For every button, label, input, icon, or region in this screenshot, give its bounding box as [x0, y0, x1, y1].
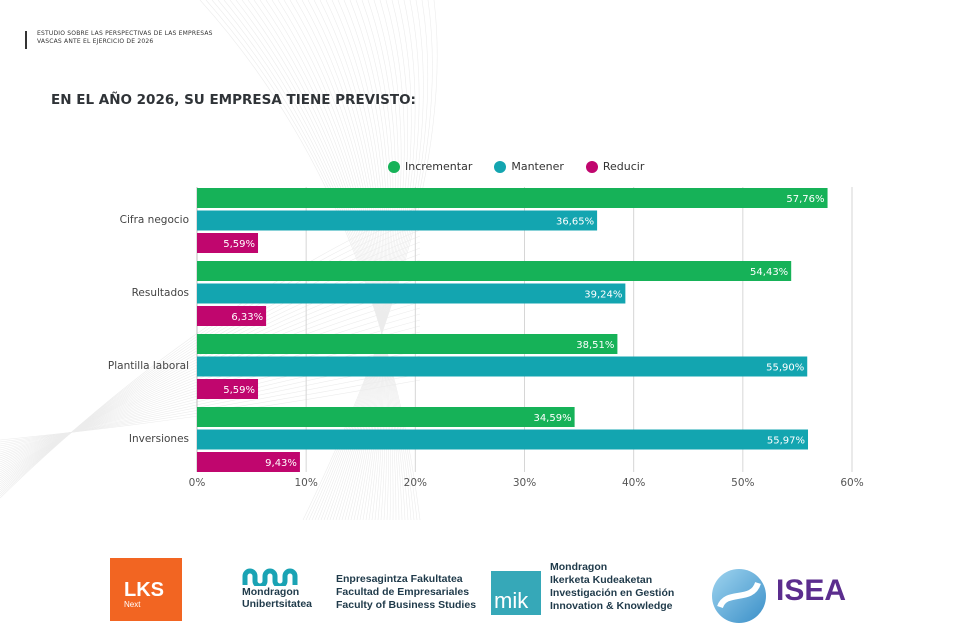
- bar-reducir: [197, 379, 259, 399]
- report-subtitle-line2: VASCAS ANTE EL EJERCICIO DE 2026: [37, 38, 154, 45]
- legend-item-mantener: Mantener: [494, 160, 564, 173]
- bar-mantener: [197, 356, 808, 377]
- sponsor-logos: LKS Next Mondragon Unibertsitatea Enpres…: [0, 555, 966, 635]
- category-label: Inversiones: [129, 433, 189, 445]
- report-subtitle: ESTUDIO SOBRE LAS PERSPECTIVAS DE LAS EM…: [37, 30, 213, 46]
- mu-line2: Unibertsitatea: [242, 598, 313, 610]
- data-label: 36,65%: [556, 217, 594, 228]
- bar-reducir: [197, 306, 267, 326]
- mik-line4: Innovation & Knowledge: [550, 600, 673, 612]
- data-label: 9,43%: [265, 458, 297, 469]
- data-label: 55,90%: [766, 363, 804, 374]
- data-label: 39,24%: [584, 290, 622, 301]
- legend-item-reducir: Reducir: [585, 160, 645, 173]
- data-label: 38,51%: [576, 340, 614, 351]
- legend-label-reducir: Reducir: [602, 160, 645, 173]
- report-header: ESTUDIO SOBRE LAS PERSPECTIVAS DE LAS EM…: [25, 30, 213, 49]
- data-label: 57,76%: [786, 194, 824, 205]
- data-label: 6,33%: [231, 312, 263, 323]
- mik-line1: Mondragon: [550, 561, 608, 573]
- bar-mantener: [197, 210, 598, 231]
- bar-reducir: [197, 233, 259, 253]
- isea-swirl-icon: [712, 569, 766, 623]
- lks-logo-text: LKS: [124, 579, 164, 601]
- chart-title: EN EL AÑO 2026, SU EMPRESA TIENE PREVIST…: [51, 92, 416, 108]
- data-label: 54,43%: [750, 267, 788, 278]
- data-label: 55,97%: [767, 436, 805, 447]
- bar-incrementar: [197, 407, 575, 427]
- category-label: Cifra negocio: [120, 214, 189, 226]
- legend-marker-mantener: [494, 160, 507, 173]
- bar-incrementar: [197, 261, 792, 281]
- mondragon-unibertsitatea-text: Mondragon Unibertsitatea: [242, 586, 312, 610]
- bar-incrementar: [197, 188, 828, 208]
- x-tick-label: 10%: [294, 477, 317, 489]
- mik-logo-text: mik: [494, 588, 529, 613]
- mondragon-unibertsitatea-icon: [242, 568, 298, 586]
- report-subtitle-line1: ESTUDIO SOBRE LAS PERSPECTIVAS DE LAS EM…: [37, 30, 213, 37]
- bar-incrementar: [197, 334, 618, 354]
- bar-mantener: [197, 283, 626, 304]
- faculty-line1: Enpresagintza Fakultatea: [336, 573, 463, 585]
- x-tick-label: 60%: [840, 477, 863, 489]
- mu-line1: Mondragon: [242, 586, 300, 598]
- x-tick-label: 40%: [622, 477, 645, 489]
- bar-mantener: [197, 429, 809, 450]
- category-label: Resultados: [132, 287, 189, 299]
- data-label: 34,59%: [533, 413, 571, 424]
- mik-text: Mondragon Ikerketa Kudeaketan Investigac…: [550, 561, 674, 613]
- faculty-line2: Facultad de Empresariales: [336, 586, 470, 598]
- legend-marker-reducir: [585, 160, 598, 173]
- data-label: 5,59%: [223, 385, 255, 396]
- header-accent-bar: [25, 31, 27, 49]
- faculty-line3: Faculty of Business Studies: [336, 599, 477, 611]
- isea-logo-text: ISEA: [776, 574, 847, 607]
- category-label: Plantilla laboral: [108, 360, 189, 372]
- x-tick-label: 20%: [404, 477, 427, 489]
- lks-next-logo: LKS Next: [110, 558, 182, 621]
- lks-logo-subtext: Next: [124, 600, 141, 609]
- legend-label-incrementar: Incrementar: [405, 160, 473, 173]
- x-tick-label: 50%: [731, 477, 754, 489]
- mik-logo: mik: [491, 571, 541, 615]
- legend-marker-incrementar: [388, 160, 400, 173]
- x-tick-label: 0%: [189, 477, 206, 489]
- x-tick-label: 30%: [513, 477, 536, 489]
- legend-item-incrementar: Incrementar: [388, 160, 472, 173]
- legend-label-mantener: Mantener: [511, 160, 564, 173]
- mik-line3: Investigación en Gestión: [550, 587, 675, 599]
- data-label: 5,59%: [223, 239, 255, 250]
- chart-legend: Incrementar Mantener Reducir: [388, 160, 644, 173]
- faculty-text: Enpresagintza Fakultatea Facultad de Emp…: [336, 573, 476, 612]
- bar-reducir: [197, 452, 300, 472]
- bar-chart: 0% 10% 20% 30% 40% 50% 60% Cifra negocio 57,76% 3…: [108, 187, 864, 489]
- mik-line2: Ikerketa Kudeaketan: [550, 574, 653, 586]
